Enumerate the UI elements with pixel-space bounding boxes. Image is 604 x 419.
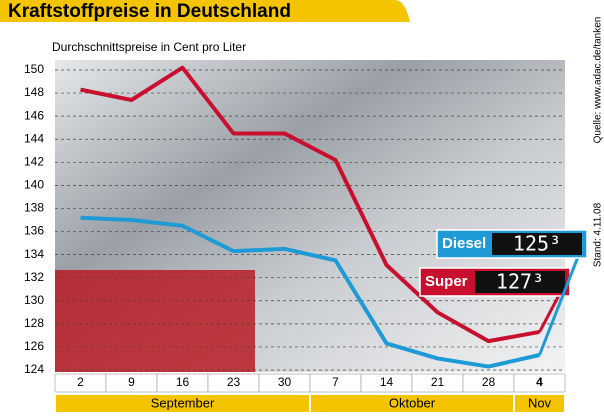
value-label: 127³ (496, 270, 544, 294)
month-label: Nov (528, 395, 552, 410)
y-tick-label: 128 (24, 316, 44, 330)
source: Quelle: www.adac.de/tanken (593, 17, 604, 144)
x-tick-label: 23 (227, 375, 241, 389)
x-cell (513, 373, 566, 393)
x-tick-label: 30 (278, 375, 292, 389)
y-tick-label: 150 (24, 62, 44, 76)
y-tick-label: 134 (24, 247, 44, 261)
price-display (475, 271, 565, 293)
month-label: September (151, 395, 215, 410)
x-tick-label: 16 (176, 375, 190, 389)
subtitle: Durchschnittspreise in Cent pro Liter (52, 40, 246, 54)
y-tick-label: 132 (24, 270, 44, 284)
month-label: Oktober (389, 395, 436, 410)
chart-title: Kraftstoffpreise in Deutschland (8, 1, 291, 22)
y-tick-label: 136 (24, 224, 44, 238)
y-tick-label: 146 (24, 108, 44, 122)
y-tick-label: 138 (24, 201, 44, 215)
legend-label: Diesel (442, 235, 486, 252)
photo-red (55, 270, 255, 372)
title-tab (0, 0, 410, 22)
series-line (80, 215, 540, 369)
x-tick-label: 9 (128, 375, 135, 389)
month-bar (56, 395, 309, 412)
price-display (492, 233, 582, 255)
y-tick-label: 142 (24, 154, 44, 168)
x-tick-label: 4 (536, 375, 543, 389)
legend-label: Super (425, 273, 468, 290)
month-bar (311, 395, 513, 412)
y-tick-label: 124 (24, 362, 44, 376)
x-tick-label: 7 (332, 375, 339, 389)
y-tick-label: 144 (24, 131, 44, 145)
x-tick-label: 21 (431, 375, 445, 389)
date: Stand: 4.11.08 (593, 202, 604, 267)
value-label: 125³ (513, 232, 561, 256)
x-tick-label: 2 (77, 375, 84, 389)
y-tick-label: 126 (24, 339, 44, 353)
y-tick-label: 148 (24, 85, 44, 99)
month-bar (515, 395, 564, 412)
leader-line (538, 243, 585, 356)
x-tick-label: 28 (482, 375, 496, 389)
y-tick-label: 140 (24, 178, 44, 192)
series-line (80, 65, 540, 344)
x-tick-label: 14 (380, 375, 394, 389)
y-tick-label: 130 (24, 293, 44, 307)
